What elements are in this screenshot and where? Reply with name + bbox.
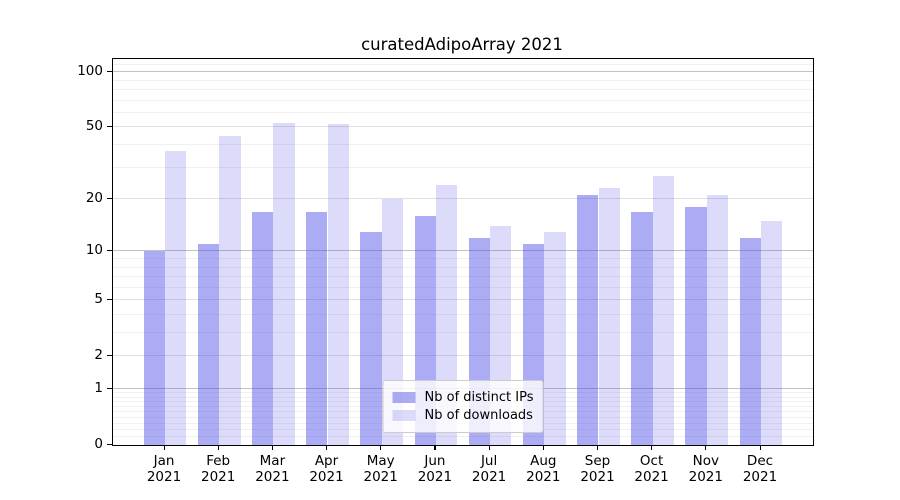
x-tick-mark-oct bbox=[651, 445, 653, 450]
x-tick-mark-aug bbox=[542, 445, 544, 450]
x-tick-mark-jan bbox=[163, 445, 165, 450]
y-tick-mark-2 bbox=[107, 354, 112, 356]
gridline-minor-60 bbox=[113, 111, 813, 113]
legend-swatch-icon bbox=[392, 392, 416, 403]
bar-dec-2021-nb-of-downloads bbox=[761, 221, 783, 445]
x-tick-mark-mar bbox=[271, 445, 274, 450]
x-tick-label-sep-2021: Sep 2021 bbox=[580, 453, 615, 485]
x-tick-mark-jun bbox=[434, 445, 436, 450]
gridline-major-5 bbox=[113, 299, 813, 301]
gridline-minor-8 bbox=[113, 266, 813, 268]
gridline-minor-9 bbox=[113, 258, 813, 259]
bar-feb-2021-nb-of-distinct-ips bbox=[197, 244, 220, 445]
gridline-major-50 bbox=[113, 126, 813, 128]
x-tick-mark-dec bbox=[759, 445, 761, 450]
y-tick-label-20: 20 bbox=[85, 190, 103, 207]
bar-dec-2021-nb-of-distinct-ips bbox=[739, 237, 761, 445]
legend-label: Nb of distinct IPs bbox=[424, 390, 534, 405]
x-tick-mark-apr bbox=[326, 445, 328, 450]
bar-jan-2021-nb-of-distinct-ips bbox=[143, 251, 165, 445]
x-tick-label-aug-2021: Aug 2021 bbox=[526, 453, 561, 485]
x-tick-mark-jul bbox=[488, 445, 490, 450]
bar-nov-2021-nb-of-distinct-ips bbox=[685, 207, 707, 445]
bar-apr-2021-nb-of-distinct-ips bbox=[306, 211, 328, 445]
gridline-minor-90 bbox=[113, 79, 813, 81]
x-tick-label-jan-2021: Jan 2021 bbox=[146, 453, 182, 485]
gridline-minor-6 bbox=[113, 286, 813, 288]
bar-jan-2021-nb-of-downloads bbox=[165, 151, 187, 445]
chart-title: curatedAdipoArray 2021 bbox=[361, 35, 563, 54]
y-tick-mark-1 bbox=[107, 387, 112, 389]
x-tick-label-jun-2021: Jun 2021 bbox=[417, 453, 453, 485]
gridline-minor-80 bbox=[113, 89, 813, 90]
y-tick-label-2: 2 bbox=[94, 347, 103, 364]
y-tick-label-10: 10 bbox=[85, 242, 103, 259]
bar-feb-2021-nb-of-downloads bbox=[219, 135, 241, 445]
bar-mar-2021-nb-of-downloads bbox=[273, 122, 295, 445]
x-tick-label-may-2021: May 2021 bbox=[363, 453, 398, 485]
gridline-minor-4 bbox=[113, 314, 813, 315]
legend-row: Nb of distinct IPs bbox=[392, 390, 534, 405]
legend-row: Nb of downloads bbox=[392, 408, 534, 423]
gridline-minor-3 bbox=[113, 332, 813, 333]
x-tick-mark-nov bbox=[705, 445, 707, 450]
plot-area: Nb of distinct IPs Nb of downloads bbox=[112, 58, 814, 446]
bar-sep-2021-nb-of-downloads bbox=[598, 188, 620, 445]
x-tick-mark-sep bbox=[597, 445, 599, 450]
bar-sep-2021-nb-of-distinct-ips bbox=[577, 195, 599, 445]
x-tick-label-apr-2021: Apr 2021 bbox=[309, 453, 344, 485]
bar-oct-2021-nb-of-downloads bbox=[652, 175, 674, 445]
y-tick-mark-10 bbox=[107, 249, 112, 251]
y-tick-label-50: 50 bbox=[85, 118, 103, 135]
x-tick-label-oct-2021: Oct 2021 bbox=[634, 453, 669, 485]
gridline-minor-7 bbox=[113, 276, 813, 277]
gridline-decade-10 bbox=[113, 250, 813, 252]
gridline-minor-30 bbox=[113, 166, 813, 168]
y-tick-mark-0 bbox=[107, 443, 112, 445]
bar-aug-2021-nb-of-downloads bbox=[544, 231, 566, 445]
y-tick-mark-50 bbox=[107, 125, 112, 128]
y-tick-label-0: 0 bbox=[94, 436, 103, 452]
gridline-minor-40 bbox=[113, 144, 813, 145]
x-tick-label-feb-2021: Feb 2021 bbox=[201, 453, 236, 485]
bar-apr-2021-nb-of-downloads bbox=[327, 124, 349, 445]
y-tick-label-5: 5 bbox=[94, 291, 103, 308]
bar-oct-2021-nb-of-distinct-ips bbox=[631, 211, 653, 445]
bar-nov-2021-nb-of-downloads bbox=[706, 195, 729, 445]
x-tick-label-nov-2021: Nov 2021 bbox=[688, 453, 723, 485]
gridline-minor-0.1 bbox=[113, 436, 813, 438]
legend-items: Nb of distinct IPs Nb of downloads bbox=[392, 390, 534, 423]
x-tick-label-dec-2021: Dec 2021 bbox=[742, 453, 778, 485]
y-tick-mark-5 bbox=[107, 298, 112, 300]
legend: Nb of distinct IPs Nb of downloads bbox=[382, 380, 544, 433]
gridline-major-2 bbox=[113, 355, 813, 357]
y-tick-mark-100 bbox=[107, 70, 112, 72]
gridline-major-20 bbox=[113, 198, 813, 200]
legend-label: Nb of downloads bbox=[424, 408, 533, 423]
bar-may-2021-nb-of-distinct-ips bbox=[360, 231, 382, 445]
legend-swatch-icon bbox=[392, 410, 416, 421]
bar-mar-2021-nb-of-distinct-ips bbox=[252, 211, 274, 445]
gridline-minor-110 bbox=[113, 63, 813, 65]
gridline-minor-70 bbox=[113, 99, 813, 101]
y-tick-label-1: 1 bbox=[94, 380, 103, 396]
x-tick-mark-may bbox=[380, 445, 382, 450]
y-tick-mark-20 bbox=[107, 197, 112, 199]
gridline-decade-100 bbox=[113, 71, 813, 73]
x-tick-label-jul-2021: Jul 2021 bbox=[471, 453, 507, 485]
x-tick-mark-feb bbox=[217, 445, 219, 450]
x-tick-label-mar-2021: Mar 2021 bbox=[255, 453, 290, 485]
y-tick-label-100: 100 bbox=[77, 63, 103, 80]
